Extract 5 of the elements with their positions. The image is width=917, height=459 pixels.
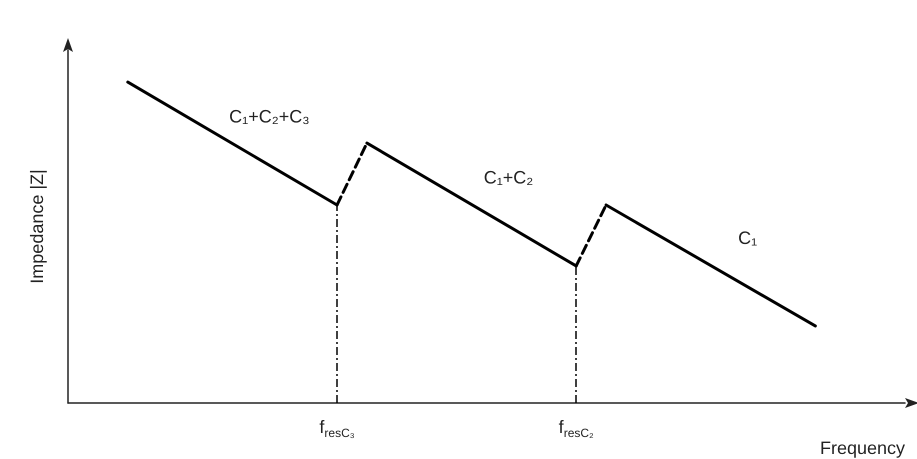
- series-label: C₁+C₂+C₃: [229, 106, 310, 126]
- series-label: C₁: [738, 228, 758, 248]
- y-axis-title: Impedance |Z|: [27, 169, 47, 284]
- x-axis-title: Frequency: [820, 438, 905, 458]
- series-label: C₁+C₂: [484, 167, 534, 188]
